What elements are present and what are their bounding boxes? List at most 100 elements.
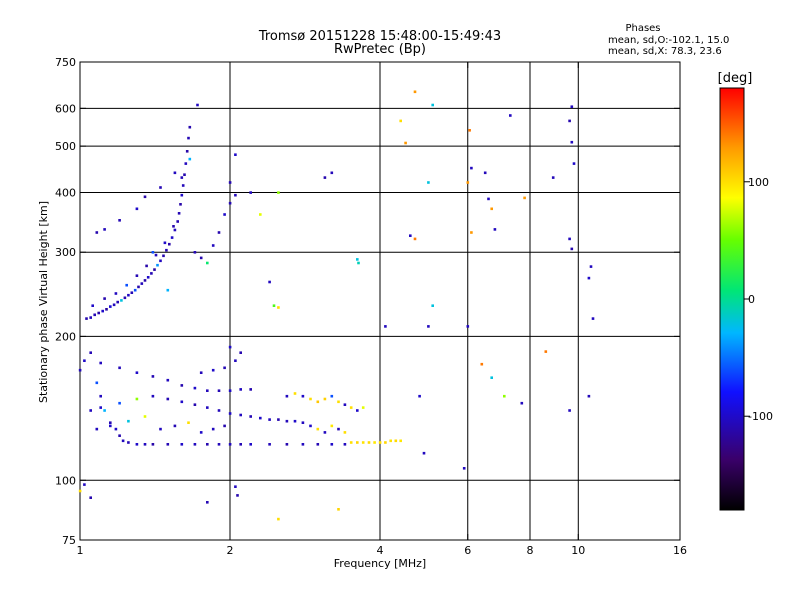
- data-point: [234, 153, 237, 156]
- data-point: [99, 406, 102, 409]
- data-point: [140, 282, 144, 285]
- data-point: [234, 193, 237, 197]
- data-point: [166, 443, 170, 446]
- data-point: [373, 441, 376, 444]
- data-point: [249, 415, 252, 418]
- data-point: [568, 237, 571, 241]
- data-point: [259, 213, 262, 216]
- data-point: [199, 371, 203, 374]
- data-point: [223, 213, 226, 216]
- y-tick-label: 750: [55, 56, 76, 69]
- data-point: [490, 376, 493, 379]
- data-point: [343, 431, 347, 434]
- data-point: [187, 136, 190, 140]
- data-point: [285, 443, 289, 446]
- data-point: [268, 418, 271, 421]
- data-point: [399, 119, 402, 123]
- data-point: [211, 244, 215, 247]
- data-point: [146, 276, 150, 279]
- data-point: [404, 141, 407, 145]
- data-point: [177, 212, 181, 215]
- data-point: [103, 228, 106, 231]
- data-point: [109, 305, 112, 308]
- data-point: [399, 439, 402, 443]
- data-point: [293, 419, 297, 423]
- data-point: [95, 427, 99, 431]
- data-point: [143, 415, 147, 418]
- data-point: [523, 196, 526, 200]
- data-point: [503, 394, 506, 398]
- data-point: [89, 316, 92, 319]
- data-point: [135, 274, 139, 277]
- y-tick-label: 200: [55, 330, 76, 343]
- data-point: [431, 103, 434, 107]
- data-point: [180, 193, 184, 197]
- data-point: [188, 157, 192, 161]
- data-point: [196, 103, 199, 107]
- data-point: [103, 297, 106, 300]
- data-point: [228, 443, 232, 446]
- data-point: [316, 427, 320, 431]
- data-point: [85, 317, 88, 320]
- data-point: [173, 171, 177, 175]
- data-point: [154, 253, 158, 257]
- data-point: [143, 443, 147, 446]
- data-point: [468, 129, 471, 132]
- data-point: [356, 409, 359, 412]
- data-point: [309, 424, 312, 428]
- data-point: [187, 421, 190, 424]
- data-point: [427, 325, 430, 328]
- data-point: [343, 443, 347, 446]
- y-tick-label: 75: [62, 534, 76, 547]
- data-point: [109, 421, 112, 424]
- data-point: [151, 251, 155, 254]
- y-tick-label: 100: [55, 474, 76, 487]
- data-point: [166, 288, 170, 292]
- data-points: [78, 90, 595, 521]
- data-point: [520, 401, 524, 405]
- data-point: [483, 171, 487, 175]
- data-point: [180, 400, 184, 404]
- data-point: [181, 184, 185, 187]
- data-point: [143, 279, 147, 282]
- data-point: [323, 431, 327, 434]
- data-point: [206, 501, 209, 504]
- data-point: [239, 413, 242, 417]
- data-point: [118, 401, 121, 405]
- y-tick-label: 500: [55, 140, 76, 153]
- data-point: [572, 162, 576, 165]
- x-tick-label: 1: [77, 544, 84, 557]
- data-point: [159, 186, 162, 189]
- data-point: [83, 483, 86, 486]
- data-point: [135, 397, 139, 401]
- data-point: [109, 424, 112, 428]
- y-tick-label: 600: [55, 102, 76, 115]
- data-point: [162, 254, 165, 258]
- data-point: [173, 228, 177, 232]
- data-point: [127, 441, 130, 444]
- data-point: [378, 441, 382, 444]
- data-point: [285, 419, 289, 423]
- data-point: [116, 300, 119, 304]
- data-point: [277, 191, 280, 194]
- data-point: [143, 195, 147, 199]
- colorbar-tick-label: -100: [748, 410, 773, 423]
- data-point: [236, 494, 239, 497]
- data-point: [95, 381, 99, 385]
- colorbar: [deg] -100 0 100: [718, 71, 773, 511]
- data-point: [239, 388, 242, 391]
- data-point: [135, 207, 139, 211]
- data-point: [228, 412, 232, 415]
- data-point: [151, 394, 155, 398]
- data-point: [301, 421, 305, 424]
- colorbar-tick-label: 100: [748, 176, 769, 189]
- data-point: [356, 441, 359, 444]
- data-point: [249, 191, 252, 194]
- data-point: [151, 443, 155, 446]
- data-point: [249, 443, 252, 446]
- data-point: [587, 276, 591, 280]
- data-point: [206, 389, 209, 392]
- x-tick-label: 10: [571, 544, 585, 557]
- data-point: [249, 388, 252, 391]
- data-point: [89, 496, 92, 499]
